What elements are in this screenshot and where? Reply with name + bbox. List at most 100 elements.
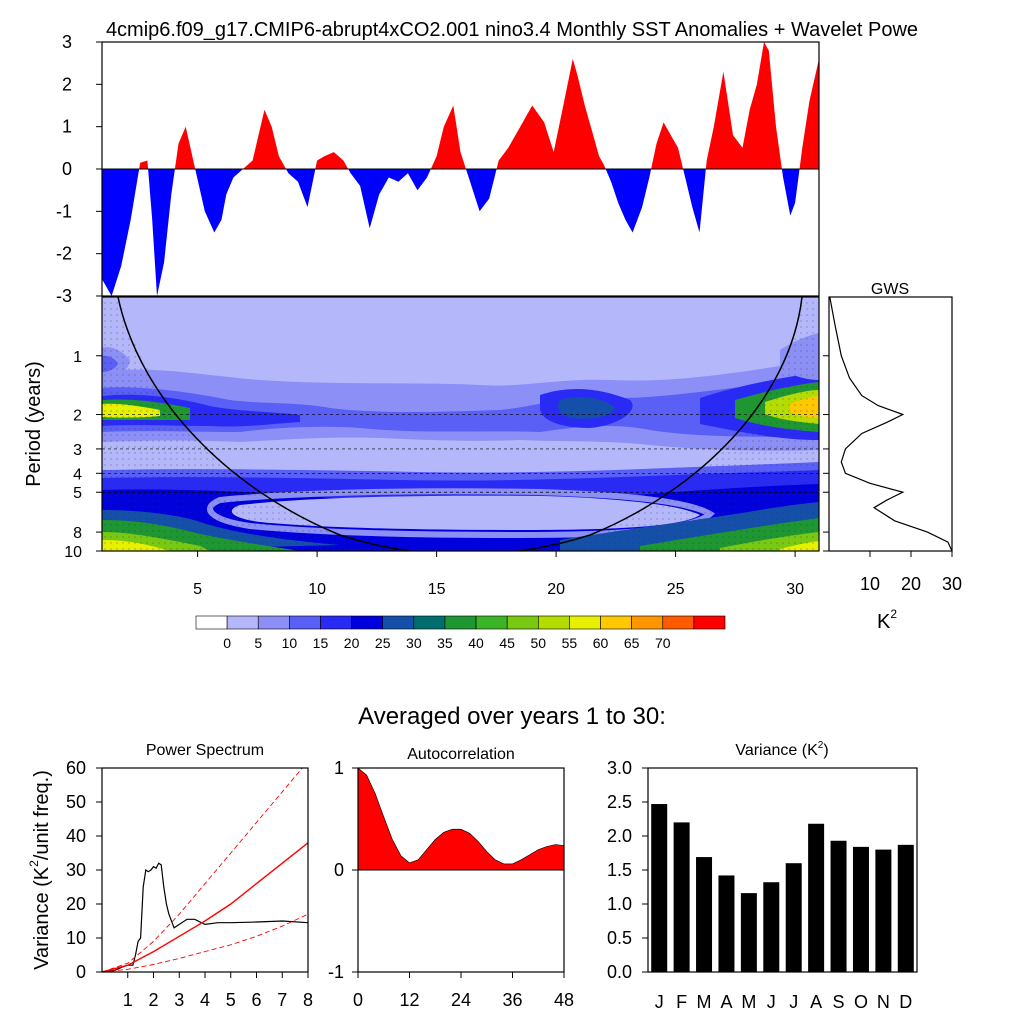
autocorrelation-x-ticks: 0 12 24 36 48	[353, 972, 574, 1010]
variance-y-tick-label: 1.5	[607, 860, 632, 880]
autocorrelation-x-tick-label: 0	[353, 990, 363, 1010]
gws-line	[829, 297, 952, 551]
sst-y-tick-label: 3	[62, 32, 72, 52]
wavelet-y-tick-label: 3	[73, 442, 82, 459]
autocorrelation-x-tick-label: 12	[399, 990, 419, 1010]
sst-y-tick-label: 1	[62, 117, 72, 137]
power-spectrum-x-tick-label: 5	[226, 990, 236, 1010]
variance-bar	[740, 893, 757, 972]
wavelet-y-tick-label: 4	[73, 466, 82, 483]
variance-bar	[651, 804, 668, 972]
colorbar-swatch	[569, 615, 601, 630]
variance-x-tick-label: M	[741, 992, 756, 1012]
power-spectrum-title: Power Spectrum	[146, 742, 264, 759]
variance-y-ticks: 0.0 0.5 1.0 1.5 2.0 2.5 3.0	[607, 758, 648, 982]
sst-y-tick-label: -1	[56, 201, 72, 221]
variance-bar	[852, 846, 869, 972]
variance-bar	[696, 857, 713, 972]
variance-x-tick-label: A	[810, 992, 822, 1012]
autocorrelation-x-tick-label: 24	[451, 990, 471, 1010]
power-spectrum-y-ticks: 0 10 20 30 40 50 60	[66, 758, 102, 982]
colorbar-label: 35	[437, 635, 453, 651]
wavelet-panel: 1 2 3 4 5 8 10 5 10 15 20 25 30 Period (years)	[23, 296, 820, 598]
power-spectrum-x-tick-label: 7	[277, 990, 287, 1010]
gws-x-tick-label: 20	[901, 574, 921, 594]
wavelet-y-tick-label: 5	[73, 485, 82, 502]
power-spectrum-x-tick-label: 4	[200, 990, 210, 1010]
gws-x-tick-label: 30	[942, 574, 962, 594]
autocorrelation-y-ticks: -1 0 1	[328, 758, 358, 982]
variance-bar	[897, 844, 914, 972]
variance-x-tick-label: M	[697, 992, 712, 1012]
autocorrelation-panel: Autocorrelation -1 0 1 0 12 24 36 48	[328, 746, 574, 1010]
lower-bound-line	[102, 913, 308, 972]
colorbar-label: 25	[375, 635, 391, 651]
colorbar-label: 40	[468, 635, 484, 651]
sst-y-ticks: -3 -2 -1 0 1 2 3	[56, 32, 102, 306]
autocorrelation-y-tick-label: 0	[334, 860, 344, 880]
wavelet-y-label: Period (years)	[23, 361, 45, 487]
colorbar-label: 0	[223, 635, 231, 651]
variance-x-tick-label: J	[789, 992, 798, 1012]
colorbar-swatch	[444, 615, 477, 630]
sst-y-tick-label: 2	[62, 74, 72, 94]
sst-negative-area	[102, 169, 819, 296]
colorbar-label: 55	[562, 635, 578, 651]
colorbar-label: 50	[531, 635, 547, 651]
averaged-title: Averaged over years 1 to 30:	[358, 703, 666, 730]
variance-y-tick-label: 0.0	[607, 962, 632, 982]
sst-y-tick-label: -3	[56, 286, 72, 306]
wavelet-y-tick-label: 1	[73, 349, 82, 366]
wavelet-x-tick-label: 25	[667, 581, 685, 598]
wavelet-y-ticks: 1 2 3 4 5 8 10	[64, 349, 102, 561]
colorbar-swatch	[351, 615, 384, 630]
autocorrelation-x-tick-label: 48	[554, 990, 574, 1010]
power-spectrum-x-tick-label: 1	[123, 990, 133, 1010]
wavelet-y-tick-label: 10	[64, 544, 82, 561]
wavelet-y-tick-label: 2	[73, 408, 82, 425]
colorbar-label: 65	[624, 635, 640, 651]
autocorrelation-x-tick-label: 36	[502, 990, 522, 1010]
colorbar-swatch	[289, 615, 321, 630]
power-spectrum-x-tick-label: 3	[174, 990, 184, 1010]
power-spectrum-y-tick-label: 50	[66, 792, 86, 812]
colorbar-label: 30	[406, 635, 422, 651]
colorbar-label: 10	[282, 635, 298, 651]
power-spectrum-x-tick-label: 2	[148, 990, 158, 1010]
power-spectrum-x-tick-label: 6	[251, 990, 261, 1010]
colorbar-swatch	[693, 615, 726, 630]
variance-x-tick-label: J	[655, 992, 664, 1012]
colorbar-swatch	[506, 615, 539, 630]
gws-x-tick-label: 10	[860, 574, 880, 594]
cone-of-influence-hatch-right	[480, 297, 819, 551]
variance-x-tick-label: J	[767, 992, 776, 1012]
variance-y-tick-label: 0.5	[607, 928, 632, 948]
sst-y-tick-label: 0	[62, 159, 72, 179]
variance-x-tick-label: D	[899, 992, 912, 1012]
colorbar-swatch	[662, 615, 695, 630]
gws-panel: GWS 10 20 30 K2	[823, 281, 962, 633]
colorbar-label: 15	[313, 635, 329, 651]
variance-x-tick-label: S	[833, 992, 845, 1012]
variance-bar	[718, 875, 735, 972]
variance-x-tick-label: A	[720, 992, 732, 1012]
red-noise-line	[102, 842, 308, 972]
wavelet-low-center	[231, 495, 700, 530]
colorbar-label: 60	[593, 635, 609, 651]
variance-bars	[651, 804, 914, 972]
sst-panel: -3 -2 -1 0 1 2 3	[56, 32, 820, 306]
colorbar-swatch	[600, 615, 632, 630]
autocorrelation-area	[358, 768, 564, 871]
variance-title: Variance (K2)	[735, 740, 828, 759]
gws-x-ticks: 10 20 30	[860, 551, 962, 594]
power-spectrum-y-tick-label: 30	[66, 860, 86, 880]
colorbar-swatch	[382, 615, 415, 630]
colorbar-label: 20	[344, 635, 360, 651]
cone-of-influence-hatch-left	[102, 297, 440, 551]
colorbar: 0 5 10 15 20 25 30 35 40 45 50 55 60 65 70	[195, 615, 726, 651]
variance-y-tick-label: 1.0	[607, 894, 632, 914]
wavelet-y-tick-label: 8	[73, 525, 82, 542]
colorbar-swatch	[320, 615, 352, 630]
